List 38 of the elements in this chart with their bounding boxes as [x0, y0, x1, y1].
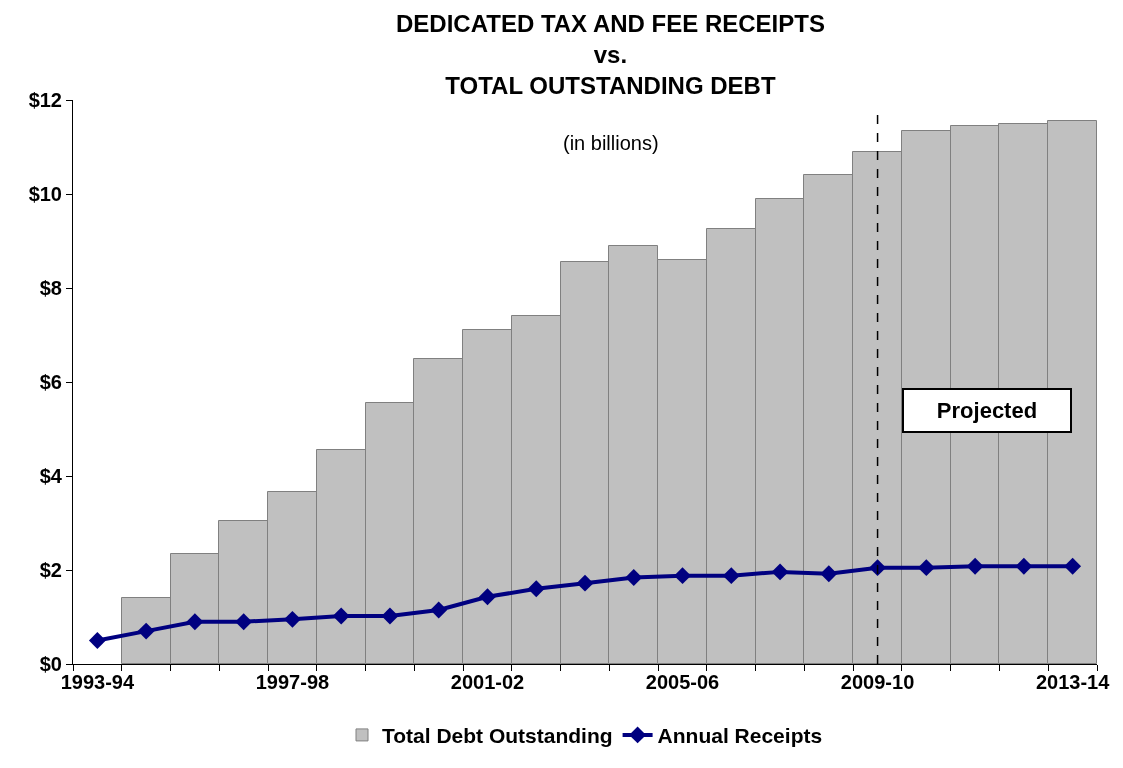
y-tick-label: $0 [39, 653, 62, 675]
point [381, 607, 399, 625]
point [283, 610, 301, 628]
legend-label: Total Debt Outstanding [382, 724, 613, 748]
text: (in billions) [563, 132, 659, 154]
x-tick-label: 2013-14 [1035, 671, 1111, 693]
point [235, 613, 253, 631]
point [869, 559, 887, 577]
y-tick-label: $2 [39, 559, 62, 581]
point [625, 569, 643, 586]
point [332, 607, 350, 625]
point [1064, 557, 1082, 575]
x-tick-label: 2005-06 [645, 671, 720, 693]
x-tick-label: 2009-10 [840, 671, 915, 693]
x-tick-label: 2001-02 [450, 671, 525, 693]
x-tick-label: 1993-94 [60, 671, 135, 693]
point [479, 588, 496, 606]
x-tick-label: 1997-98 [255, 671, 330, 693]
chart-title: DEDICATED TAX AND FEE RECEIPTS vs. TOTAL OUTSTANDING DEBT [396, 10, 825, 100]
point [88, 632, 106, 649]
point [917, 559, 935, 577]
y-tick-label: $10 [28, 183, 62, 205]
point [820, 565, 838, 583]
point [430, 601, 448, 619]
point [674, 567, 691, 585]
point [722, 567, 740, 585]
point [966, 557, 984, 575]
point [576, 574, 594, 592]
y-tick-label: $12 [28, 89, 62, 111]
point [186, 613, 204, 631]
y-tick-label: $8 [39, 277, 62, 299]
y-tick-label: $6 [39, 371, 62, 393]
y-tick-label: $4 [39, 465, 63, 487]
legend-label: Annual Receipts [657, 724, 823, 748]
point [1015, 557, 1033, 575]
point [527, 580, 545, 598]
annotation: Projected [936, 398, 1038, 423]
point [771, 563, 789, 581]
